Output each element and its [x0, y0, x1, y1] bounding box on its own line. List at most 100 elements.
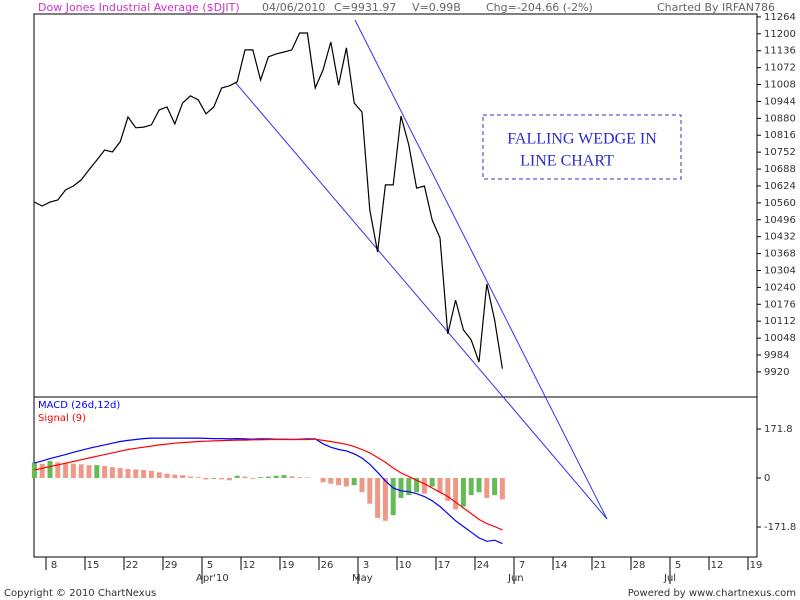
- x-tick-label: 26: [321, 560, 334, 571]
- histogram-bar: [398, 477, 404, 498]
- histogram-bar: [133, 469, 139, 478]
- x-tick-label: 3: [363, 560, 369, 571]
- header-date: 04/06/2010: [262, 1, 325, 14]
- y-tick-label: 9984: [764, 350, 789, 361]
- histogram-bar: [156, 472, 162, 478]
- y-tick-label: 10432: [764, 232, 796, 243]
- header-change: Chg=-204.66 (-2%): [486, 1, 593, 14]
- histogram-bar: [320, 477, 326, 483]
- header-credit: Charted By IRFAN786: [657, 1, 775, 14]
- x-tick-label: 29: [165, 560, 178, 571]
- histogram-bar: [94, 465, 100, 478]
- histogram-bar: [172, 474, 178, 478]
- histogram-bar: [141, 470, 147, 478]
- histogram-bar: [250, 477, 256, 479]
- x-tick-label: 10: [399, 560, 412, 571]
- x-tick-label: 12: [243, 560, 256, 571]
- histogram-bar: [242, 476, 248, 478]
- histogram-bar: [148, 470, 154, 478]
- y-tick-label: 10304: [764, 265, 796, 276]
- y-tick-label: 9920: [764, 367, 789, 378]
- histogram-bar: [304, 477, 310, 478]
- x-tick-label: 12: [711, 560, 724, 571]
- histogram-bar: [281, 475, 287, 478]
- histogram-bar: [499, 477, 505, 500]
- x-tick-label: 21: [594, 560, 607, 571]
- header-close: C=9931.97: [334, 1, 396, 14]
- histogram-bar: [437, 477, 443, 493]
- histogram-bar: [39, 463, 45, 478]
- histogram-bar: [476, 477, 482, 493]
- histogram-bar: [351, 477, 357, 486]
- month-label: Apr'10: [196, 573, 229, 584]
- y-tick-label: 10624: [764, 181, 796, 192]
- histogram-bar: [297, 477, 303, 478]
- y-tick-label: 10112: [764, 316, 796, 327]
- y-tick-label: 10560: [764, 198, 796, 209]
- histogram-bar: [390, 477, 396, 516]
- histogram-bar: [70, 463, 76, 478]
- histogram-bar: [211, 477, 217, 479]
- footer-copyright: Copyright © 2010 ChartNexus: [4, 588, 156, 599]
- month-label: May: [352, 573, 373, 584]
- x-tick-label: 5: [207, 560, 213, 571]
- histogram-bar: [359, 477, 365, 493]
- data-line: [34, 437, 503, 545]
- x-tick-label: 15: [87, 560, 100, 571]
- x-tick-label: 7: [519, 560, 525, 571]
- y-tick-label: 11264: [764, 12, 796, 23]
- histogram-bar: [343, 477, 349, 487]
- histogram-bar: [203, 477, 209, 480]
- y-tick-label: 10048: [764, 333, 796, 344]
- histogram-bar: [86, 465, 92, 478]
- histogram-bar: [328, 477, 334, 484]
- y-tick-label: 10368: [764, 249, 796, 260]
- trend-line: [354, 19, 608, 520]
- histogram-bar: [289, 476, 295, 478]
- y-tick-label: 11136: [764, 46, 796, 57]
- histogram-bar: [367, 477, 373, 504]
- histogram-bar: [78, 464, 84, 478]
- x-tick-label: 17: [438, 560, 451, 571]
- x-tick-label: 8: [51, 560, 57, 571]
- legend-entry: Signal (9): [38, 413, 86, 424]
- histogram-bar: [219, 477, 225, 480]
- y-tick-label: 10880: [764, 113, 796, 124]
- histogram-bar: [55, 462, 61, 478]
- x-tick-label: 5: [675, 560, 681, 571]
- annotation: FALLING WEDGE IN: [507, 131, 657, 148]
- annotation-box: [482, 114, 682, 180]
- histogram-bar: [187, 476, 193, 478]
- histogram-bar: [226, 477, 232, 481]
- y-tick-label: 11072: [764, 63, 796, 74]
- header-volume: V=0.99B: [412, 1, 461, 14]
- histogram-bar: [258, 477, 264, 478]
- histogram-bar: [406, 477, 412, 496]
- x-tick-label: 22: [126, 560, 139, 571]
- histogram-bar: [336, 477, 342, 486]
- histogram-bar: [421, 477, 427, 494]
- histogram-bar: [31, 462, 37, 478]
- x-tick-label: 19: [282, 560, 295, 571]
- x-tick-label: 14: [555, 560, 568, 571]
- histogram-bar: [164, 473, 170, 478]
- histogram-bar: [102, 466, 108, 478]
- histogram-bar: [375, 477, 381, 518]
- histogram-bar: [382, 477, 388, 521]
- histogram-bar: [47, 460, 53, 478]
- y-tick-label: 171.8: [764, 424, 793, 435]
- y-tick-label: 10176: [764, 299, 796, 310]
- month-label: Jul: [663, 573, 676, 584]
- footer-powered: Powered by www.chartnexus.com: [628, 588, 796, 599]
- histogram-bar: [445, 477, 451, 501]
- histogram-bar: [484, 477, 490, 498]
- histogram-bar: [265, 476, 271, 478]
- histogram-bar: [180, 475, 186, 478]
- data-line: [34, 32, 503, 369]
- histogram-bar: [468, 477, 474, 496]
- y-tick-label: 10496: [764, 215, 796, 226]
- month-label: Jun: [507, 573, 524, 584]
- histogram-bar: [63, 463, 69, 478]
